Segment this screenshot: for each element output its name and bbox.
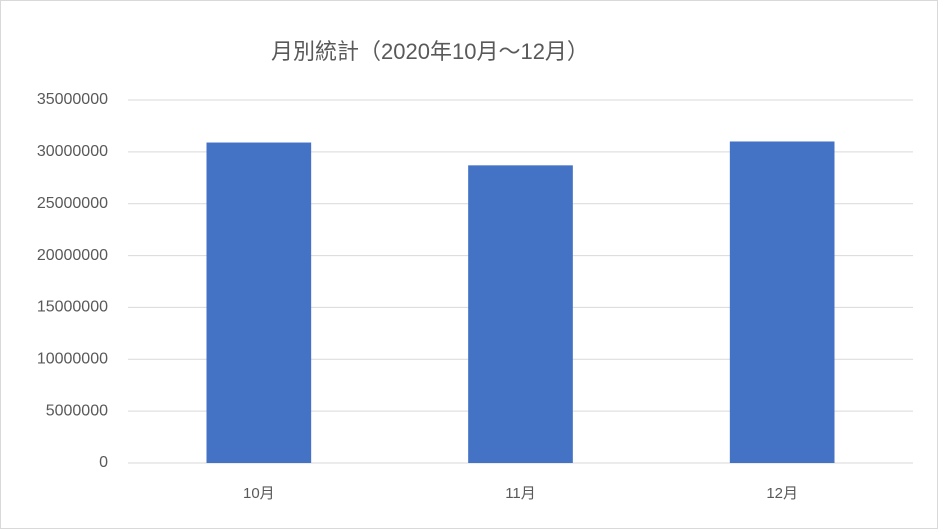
bar	[468, 165, 573, 463]
y-tick-label: 30000000	[37, 143, 108, 160]
bar	[729, 141, 835, 463]
x-tick-label: 12月	[766, 485, 798, 502]
y-tick-label: 35000000	[37, 91, 108, 108]
x-tick-label: 10月	[243, 485, 275, 502]
y-tick-label: 5000000	[46, 402, 108, 419]
y-tick-label: 20000000	[37, 247, 108, 264]
chart-title: 月別統計（2020年10月～12月）	[271, 39, 589, 64]
y-tick-label: 15000000	[37, 299, 108, 316]
x-tick-label: 11月	[505, 485, 536, 502]
y-tick-label: 0	[99, 454, 108, 471]
bar	[206, 142, 312, 463]
y-tick-label: 25000000	[37, 195, 108, 212]
y-tick-label: 10000000	[37, 351, 108, 368]
